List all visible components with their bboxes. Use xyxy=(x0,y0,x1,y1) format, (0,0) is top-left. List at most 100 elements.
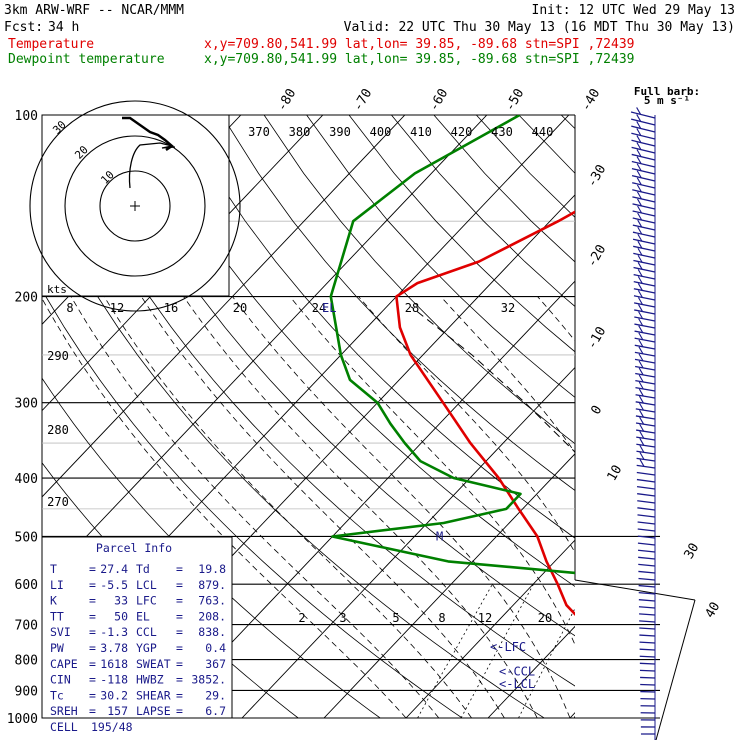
wind-barb-flag xyxy=(639,438,645,446)
wind-barb xyxy=(632,217,656,224)
wind-barb xyxy=(638,563,656,567)
isotherm-label-right: -10 xyxy=(585,324,610,352)
parcel-value: 29. xyxy=(205,688,226,702)
wind-barb xyxy=(638,584,656,588)
theta-label: 270 xyxy=(47,495,69,509)
wind-barb-flag xyxy=(636,114,642,122)
wind-barb-flag xyxy=(638,360,644,369)
parcel-value: 50 xyxy=(114,609,128,623)
dry-adiabat-line xyxy=(263,115,575,445)
parcel-eq: = xyxy=(176,657,183,671)
wind-barb-flag xyxy=(636,156,642,164)
wind-barb xyxy=(637,535,656,539)
fcst-label: Fcst: xyxy=(4,20,43,35)
dry-adiabat-line xyxy=(560,115,575,130)
wind-barb-flag xyxy=(638,318,644,326)
parcel-info-panel: Parcel Info T = 27.4 Td = 19.8 LI = -5.5 LCL = 879.… xyxy=(41,536,233,734)
wind-barb-flag xyxy=(636,177,642,186)
parcel-eq: = xyxy=(176,578,183,592)
parcel-key: CCL xyxy=(136,625,157,639)
parcel-eq: = xyxy=(89,688,96,702)
wind-barb xyxy=(632,238,656,245)
wind-barb-flag xyxy=(638,332,644,340)
wind-barb xyxy=(634,337,656,343)
legend-dewpoint-info: x,y=709.80,541.99 lat,lon= 39.85, -89.68… xyxy=(204,52,634,67)
wind-barb xyxy=(632,189,656,196)
wind-barb xyxy=(635,415,656,420)
wind-barb xyxy=(632,182,656,189)
wind-barb xyxy=(639,613,656,616)
dry-adiabat-line xyxy=(178,115,575,539)
mixing-ratio-label-200: 16 xyxy=(164,301,178,315)
wind-barb xyxy=(637,521,656,525)
isotherm-line xyxy=(487,625,575,718)
pressure-tick-200: 200 xyxy=(15,291,38,306)
isotherm-line xyxy=(42,115,488,584)
wind-barb-flag xyxy=(636,135,642,143)
parcel-eq: = xyxy=(176,641,183,655)
wind-barb xyxy=(636,464,656,469)
parcel-key: PW xyxy=(50,641,64,655)
dry-adiabat-line xyxy=(51,115,575,687)
parcel-value: 33 xyxy=(114,594,128,608)
wind-barb xyxy=(633,266,656,273)
wind-barb xyxy=(636,471,656,476)
mixing-ratio-label-200: 28 xyxy=(405,301,419,315)
theta-e-label: 390 xyxy=(329,125,351,139)
isotherm-line xyxy=(652,115,740,718)
wind-barb-flag xyxy=(639,431,645,439)
wind-barb xyxy=(637,514,656,518)
wind-barb xyxy=(632,231,656,238)
dry-adiabat-line xyxy=(731,115,740,718)
parcel-eq: = xyxy=(89,562,96,576)
legend-dewpoint-label: Dewpoint temperature xyxy=(8,52,165,67)
wind-barb xyxy=(637,493,656,497)
parcel-key: SREH xyxy=(50,704,78,718)
wind-barb-flag xyxy=(636,121,642,129)
wind-barb-flag xyxy=(637,212,643,221)
pressure-tick-400: 400 xyxy=(15,472,38,487)
isotherm-label-top: -70 xyxy=(351,86,376,114)
wind-barb-flag xyxy=(637,276,643,284)
parcel-key: HWBZ xyxy=(136,673,164,687)
parcel-value: 763. xyxy=(198,594,226,608)
parcel-eq: = xyxy=(89,609,96,623)
parcel-key: SVI xyxy=(50,625,71,639)
isotherm-line xyxy=(734,115,740,718)
mixing-ratio-label-700: 5 xyxy=(392,611,399,625)
isotherm-line xyxy=(241,366,575,718)
wind-barb xyxy=(639,669,656,672)
wind-barb xyxy=(640,676,656,679)
parcel-value: -118 xyxy=(100,673,128,687)
parcel-value: 879. xyxy=(198,578,226,592)
hodograph-trace xyxy=(128,142,176,189)
wind-barb-flag xyxy=(638,374,644,383)
wind-barb xyxy=(639,662,656,665)
wind-barb xyxy=(632,203,656,210)
wind-barb xyxy=(633,245,656,252)
parcel-eq: = xyxy=(176,688,183,702)
mean-wind-marker: M xyxy=(436,529,443,543)
hodograph-trace-upper xyxy=(122,116,174,151)
wind-barb xyxy=(634,365,656,371)
wind-barb-flag xyxy=(639,416,645,425)
wind-barb xyxy=(633,259,656,266)
wind-barb-flag xyxy=(639,423,645,432)
wind-barb xyxy=(635,394,656,399)
wind-barb xyxy=(633,288,656,294)
wind-barb xyxy=(639,634,656,637)
mixing-ratio-line xyxy=(417,584,493,718)
parcel-value: 27.4 xyxy=(100,562,128,576)
mixing-ratio-label-700: 2 xyxy=(298,611,305,625)
moist-adiabat-line xyxy=(140,296,505,718)
wind-barb-flag xyxy=(638,381,644,390)
wind-barb xyxy=(635,379,656,385)
parcel-eq: = xyxy=(89,673,96,687)
parcel-eq: = xyxy=(176,704,183,718)
wind-barb xyxy=(635,422,656,427)
wind-barb xyxy=(637,528,656,532)
mixing-ratio-label-700: 8 xyxy=(438,611,445,625)
moist-adiabat-line xyxy=(232,296,571,718)
wind-barb-flag xyxy=(638,325,644,333)
parcel-eq: = xyxy=(176,673,183,687)
